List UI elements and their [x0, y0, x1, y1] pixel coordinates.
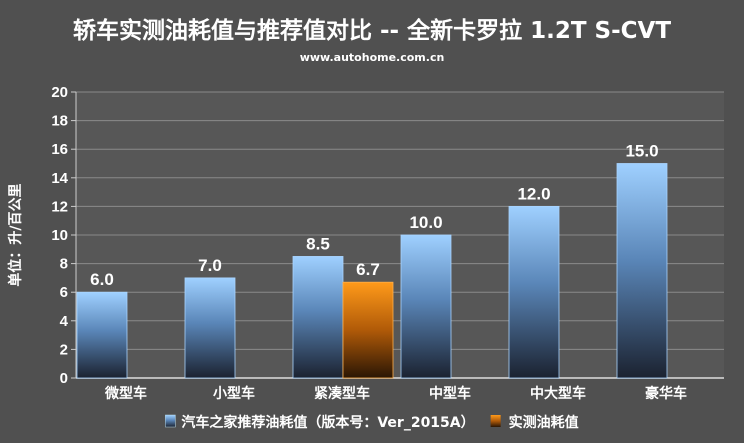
legend-swatch-measured [490, 415, 501, 427]
y-tick-label: 6 [60, 284, 68, 301]
y-tick-label: 20 [51, 84, 68, 101]
data-label: 8.5 [306, 234, 330, 253]
data-label: 12.0 [517, 184, 550, 203]
bar-recommended-4 [508, 205, 560, 379]
x-tick-label: 豪华车 [645, 385, 687, 402]
bar-recommended-2 [292, 256, 344, 379]
y-tick-label: 0 [60, 370, 68, 387]
y-axis-label: 单位：升/百公里 [7, 183, 24, 286]
x-tick-label: 中大型车 [530, 385, 586, 402]
data-label: 7.0 [198, 256, 222, 275]
data-label: 15.0 [625, 142, 658, 161]
y-tick-label: 16 [51, 141, 68, 158]
bar-recommended-1 [184, 277, 236, 379]
data-label: 10.0 [409, 213, 442, 232]
y-tick-label: 12 [51, 198, 68, 215]
y-tick-label: 14 [51, 170, 68, 187]
chart-subtitle: www.autohome.com.cn [299, 51, 445, 64]
legend-swatch-recommended [165, 414, 176, 428]
y-tick-label: 8 [60, 256, 68, 273]
bar-recommended-3 [400, 234, 452, 379]
y-tick-label: 2 [60, 341, 68, 358]
y-tick-label: 4 [60, 313, 69, 330]
x-tick-label: 微型车 [104, 385, 147, 402]
y-tick-label: 10 [51, 227, 68, 244]
bar-recommended-5 [616, 163, 668, 379]
bar-measured-2 [342, 281, 394, 379]
legend-label-recommended: 汽车之家推荐油耗值（版本号：Ver_2015A） [181, 414, 474, 431]
legend: 汽车之家推荐油耗值（版本号：Ver_2015A） 实测油耗值 [165, 414, 579, 431]
y-tick-label: 18 [51, 113, 68, 130]
chart-title: 轿车实测油耗值与推荐值对比 -- 全新卡罗拉 1.2T S-CVT [72, 18, 672, 44]
x-tick-label: 紧凑型车 [314, 385, 370, 402]
legend-label-measured: 实测油耗值 [509, 414, 579, 431]
bar-recommended-0 [76, 291, 128, 379]
data-label: 6.7 [356, 260, 380, 279]
x-tick-label: 中型车 [429, 385, 471, 402]
x-tick-label: 小型车 [213, 385, 255, 402]
data-label: 6.0 [90, 270, 114, 289]
